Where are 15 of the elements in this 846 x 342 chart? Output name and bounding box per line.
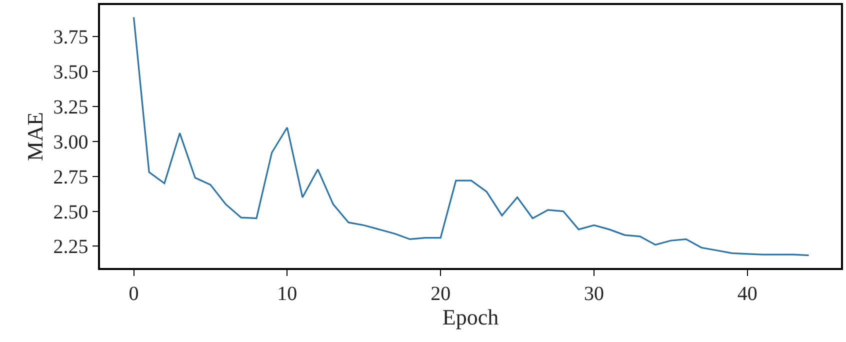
y-axis-title: MAE [22, 112, 48, 161]
y-tick-label: 3.75 [53, 26, 88, 49]
x-axis-title: Epoch [442, 304, 499, 330]
x-tick-label: 10 [277, 282, 298, 305]
x-tick-label: 40 [737, 282, 758, 305]
y-tick-label: 3.50 [53, 62, 88, 84]
line-series [132, 16, 810, 256]
x-tick-label: 20 [430, 282, 451, 305]
x-tick-label: 30 [584, 282, 604, 305]
y-tick-label: 3.00 [53, 131, 88, 154]
y-tick-label: 2.50 [53, 201, 88, 224]
y-tick-label: 3.25 [53, 96, 88, 119]
x-tick-label: 0 [128, 282, 139, 305]
y-tick-label: 2.25 [53, 236, 88, 258]
y-tick-label: 2.75 [53, 166, 88, 188]
